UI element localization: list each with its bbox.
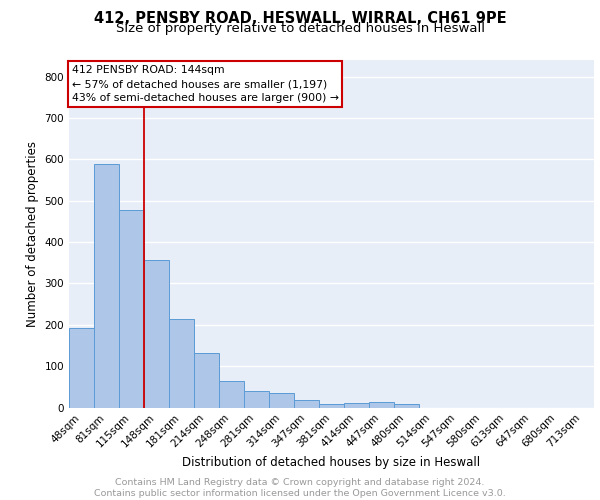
Y-axis label: Number of detached properties: Number of detached properties <box>26 141 39 327</box>
X-axis label: Distribution of detached houses by size in Heswall: Distribution of detached houses by size … <box>182 456 481 469</box>
Bar <box>344 403 369 407</box>
Text: Size of property relative to detached houses in Heswall: Size of property relative to detached ho… <box>115 22 485 35</box>
Text: Contains HM Land Registry data © Crown copyright and database right 2024.
Contai: Contains HM Land Registry data © Crown c… <box>94 478 506 498</box>
Bar <box>244 391 269 407</box>
Text: 412 PENSBY ROAD: 144sqm
← 57% of detached houses are smaller (1,197)
43% of semi: 412 PENSBY ROAD: 144sqm ← 57% of detache… <box>71 65 338 103</box>
Bar <box>394 404 419 407</box>
Text: 412, PENSBY ROAD, HESWALL, WIRRAL, CH61 9PE: 412, PENSBY ROAD, HESWALL, WIRRAL, CH61 … <box>94 11 506 26</box>
Bar <box>294 400 319 407</box>
Bar <box>94 164 119 408</box>
Bar <box>69 328 94 407</box>
Bar <box>369 402 394 407</box>
Bar <box>119 210 144 408</box>
Bar <box>269 393 294 407</box>
Bar <box>144 260 169 408</box>
Bar <box>219 382 244 407</box>
Bar <box>319 404 344 407</box>
Bar <box>194 354 219 408</box>
Bar <box>169 318 194 408</box>
